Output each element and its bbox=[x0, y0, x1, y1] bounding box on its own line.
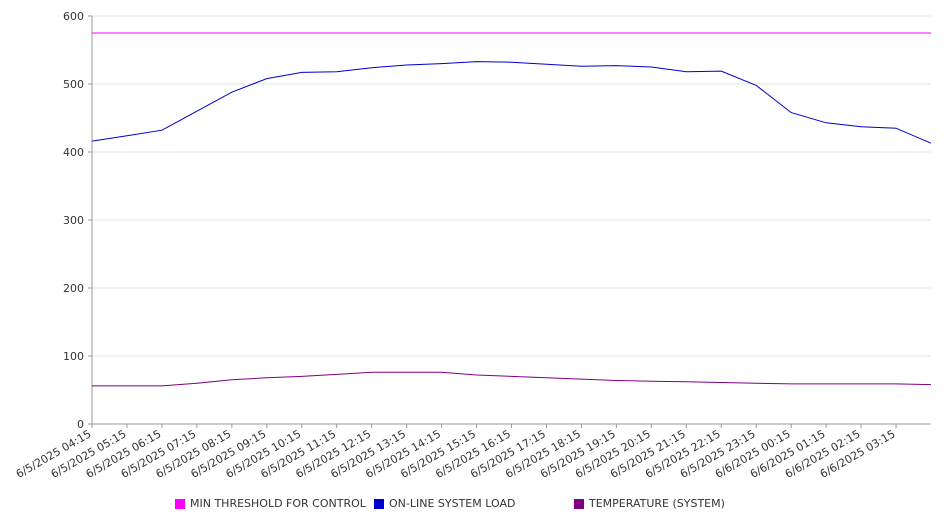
y-tick-label: 500 bbox=[63, 78, 84, 91]
legend-swatch-system-load bbox=[374, 498, 384, 509]
y-tick-label: 600 bbox=[63, 10, 84, 23]
line-chart: 0 100 200 300 400 500 600 6/5/2025 04:156/5/20… bbox=[14, 10, 932, 481]
legend-label-temperature: TEMPERATURE (SYSTEM) bbox=[589, 497, 725, 510]
axes bbox=[88, 15, 931, 428]
grid-lines bbox=[92, 15, 931, 357]
y-tick-label: 0 bbox=[77, 418, 84, 431]
series-line-1 bbox=[91, 61, 932, 144]
legend-label-system-load: ON-LINE SYSTEM LOAD bbox=[389, 497, 516, 510]
legend-item-temperature: TEMPERATURE (SYSTEM) bbox=[574, 497, 725, 510]
legend-swatch-temperature bbox=[574, 498, 584, 509]
y-tick-label: 400 bbox=[63, 146, 84, 159]
legend-item-min-threshold: MIN THRESHOLD FOR CONTROL bbox=[175, 497, 366, 510]
legend-item-system-load: ON-LINE SYSTEM LOAD bbox=[374, 497, 515, 510]
y-tick-label: 200 bbox=[63, 282, 84, 295]
series-lines bbox=[91, 32, 932, 387]
y-tick-label: 300 bbox=[63, 214, 84, 227]
x-axis-tick-labels: 6/5/2025 04:156/5/2025 05:156/5/2025 06:… bbox=[14, 427, 898, 481]
y-axis-tick-labels: 0 100 200 300 400 500 600 bbox=[63, 10, 84, 431]
legend-swatch-min-threshold bbox=[175, 498, 185, 509]
y-tick-label: 100 bbox=[63, 350, 84, 363]
legend-label-min-threshold: MIN THRESHOLD FOR CONTROL bbox=[190, 497, 366, 510]
legend: MIN THRESHOLD FOR CONTROL ON-LINE SYSTEM… bbox=[0, 497, 946, 515]
series-line-2 bbox=[92, 371, 932, 387]
